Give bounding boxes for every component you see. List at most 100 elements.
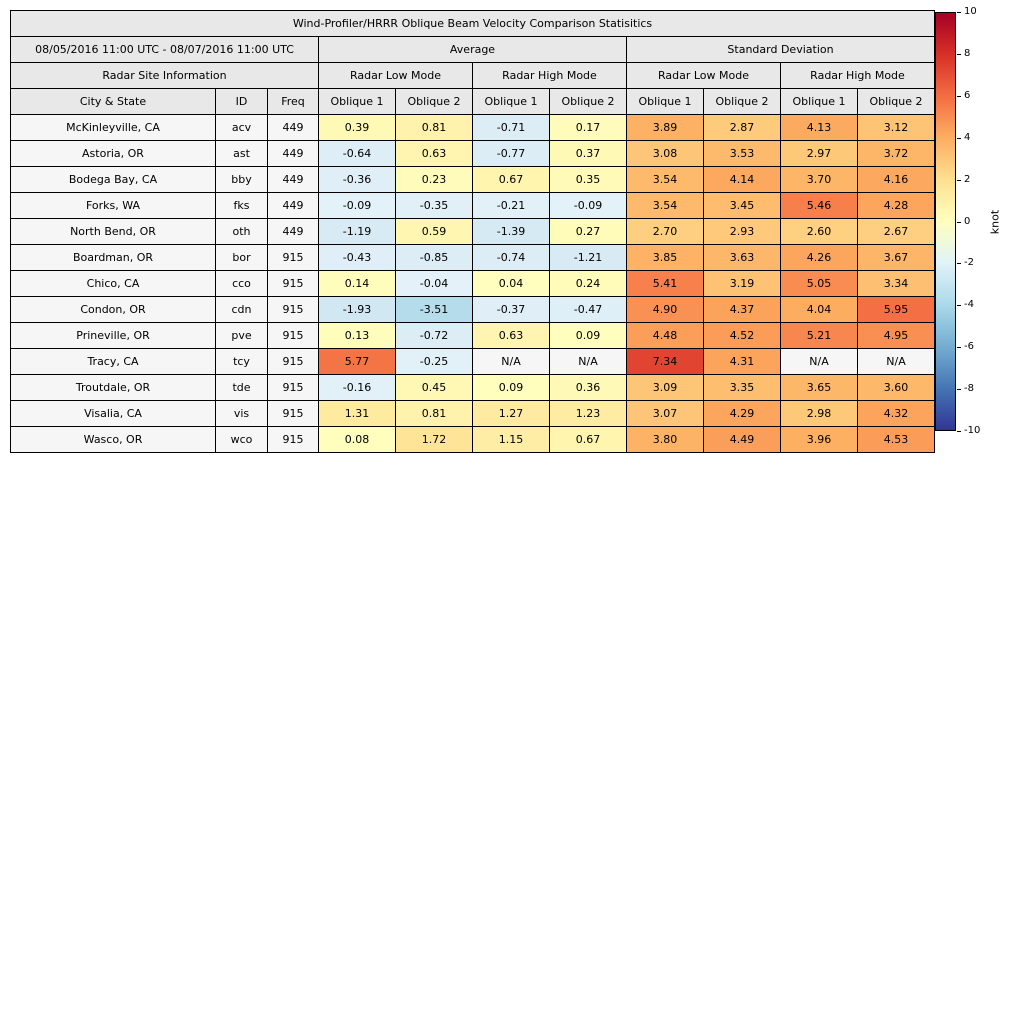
value-cell: 2.87 [703, 114, 781, 141]
column-header: ID [215, 88, 268, 115]
site-id-cell: cco [215, 270, 268, 297]
value-cell: 3.54 [626, 192, 704, 219]
mode-header-low-std: Radar Low Mode [626, 62, 781, 89]
value-cell: 4.13 [780, 114, 858, 141]
value-cell: 3.60 [857, 374, 935, 401]
value-cell: 5.46 [780, 192, 858, 219]
table-row: Bodega Bay, CA bby 449 -0.36 0.23 0.67 0.35 3.5… [10, 166, 935, 193]
value-cell: 5.05 [780, 270, 858, 297]
value-cell: 4.28 [857, 192, 935, 219]
column-header: Oblique 2 [857, 88, 935, 115]
value-cell: 4.31 [703, 348, 781, 375]
site-id-cell: wco [215, 426, 268, 453]
table-row: Wasco, OR wco 915 0.08 1.72 1.15 0.67 3.80 4.49 3… [10, 426, 935, 453]
title-row: Wind-Profiler/HRRR Oblique Beam Velocity… [10, 10, 935, 37]
freq-cell: 915 [267, 374, 319, 401]
value-cell: N/A [472, 348, 550, 375]
value-cell: -0.47 [549, 296, 627, 323]
value-cell: -0.37 [472, 296, 550, 323]
value-cell: N/A [780, 348, 858, 375]
city-state-cell: Visalia, CA [10, 400, 216, 427]
mode-header-high-avg: Radar High Mode [472, 62, 627, 89]
value-cell: 4.52 [703, 322, 781, 349]
colorbar-tick-label: 6 [957, 90, 970, 101]
value-cell: 4.14 [703, 166, 781, 193]
value-cell: -0.25 [395, 348, 473, 375]
value-cell: 4.49 [703, 426, 781, 453]
value-cell: -0.21 [472, 192, 550, 219]
value-cell: 0.23 [395, 166, 473, 193]
value-cell: 3.96 [780, 426, 858, 453]
colorbar-tick-label: -2 [957, 258, 974, 268]
city-state-cell: Prineville, OR [10, 322, 216, 349]
colorbar-tick-label: -4 [957, 300, 974, 310]
value-cell: -0.09 [549, 192, 627, 219]
value-cell: 1.72 [395, 426, 473, 453]
city-state-cell: Astoria, OR [10, 140, 216, 167]
value-cell: 4.48 [626, 322, 704, 349]
value-cell: 1.27 [472, 400, 550, 427]
column-header: Oblique 1 [472, 88, 550, 115]
value-cell: 0.36 [549, 374, 627, 401]
value-cell: 0.63 [472, 322, 550, 349]
mode-header-high-std: Radar High Mode [780, 62, 935, 89]
value-cell: 3.34 [857, 270, 935, 297]
value-cell: 0.45 [395, 374, 473, 401]
table-row: Troutdale, OR tde 915 -0.16 0.45 0.09 0.36 3.09… [10, 374, 935, 401]
site-id-cell: pve [215, 322, 268, 349]
value-cell: -1.19 [318, 218, 396, 245]
value-cell: 5.95 [857, 296, 935, 323]
value-cell: 0.09 [549, 322, 627, 349]
freq-cell: 915 [267, 426, 319, 453]
city-state-cell: McKinleyville, CA [10, 114, 216, 141]
value-cell: 0.67 [549, 426, 627, 453]
value-cell: 0.81 [395, 400, 473, 427]
site-id-cell: acv [215, 114, 268, 141]
mode-header-low-avg: Radar Low Mode [318, 62, 473, 89]
group-header-stddev: Standard Deviation [626, 36, 935, 63]
value-cell: 3.85 [626, 244, 704, 271]
city-state-cell: Wasco, OR [10, 426, 216, 453]
value-cell: -1.21 [549, 244, 627, 271]
table-row: Condon, OR cdn 915 -1.93 -3.51 -0.37 -0.47 4.90… [10, 296, 935, 323]
site-id-cell: oth [215, 218, 268, 245]
value-cell: 3.54 [626, 166, 704, 193]
value-cell: 2.97 [780, 140, 858, 167]
site-info-header: Radar Site Information [10, 62, 319, 89]
value-cell: -3.51 [395, 296, 473, 323]
freq-cell: 915 [267, 270, 319, 297]
value-cell: -0.72 [395, 322, 473, 349]
colorbar: 10 8 6 4 2 0 -2 -4 -6 -8 -10 knot [935, 7, 1021, 436]
value-cell: 0.17 [549, 114, 627, 141]
colorbar-ticks: 10 8 6 4 2 0 -2 -4 -6 -8 -10 [957, 7, 991, 436]
site-id-cell: vis [215, 400, 268, 427]
city-state-cell: Condon, OR [10, 296, 216, 323]
value-cell: 0.59 [395, 218, 473, 245]
table-row: Boardman, OR bor 915 -0.43 -0.85 -0.74 -1.21 3.… [10, 244, 935, 271]
value-cell: -0.74 [472, 244, 550, 271]
value-cell: 2.67 [857, 218, 935, 245]
value-cell: 2.98 [780, 400, 858, 427]
value-cell: N/A [857, 348, 935, 375]
site-id-cell: bor [215, 244, 268, 271]
value-cell: 3.53 [703, 140, 781, 167]
site-id-cell: bby [215, 166, 268, 193]
value-cell: -1.93 [318, 296, 396, 323]
value-cell: 0.27 [549, 218, 627, 245]
colorbar-tick-label: -8 [957, 384, 974, 394]
value-cell: 3.67 [857, 244, 935, 271]
value-cell: -1.39 [472, 218, 550, 245]
date-range: 08/05/2016 11:00 UTC - 08/07/2016 11:00 … [10, 36, 319, 63]
value-cell: 2.70 [626, 218, 704, 245]
value-cell: -0.09 [318, 192, 396, 219]
freq-cell: 915 [267, 348, 319, 375]
city-state-cell: Troutdale, OR [10, 374, 216, 401]
value-cell: 2.60 [780, 218, 858, 245]
value-cell: 3.35 [703, 374, 781, 401]
value-cell: -0.85 [395, 244, 473, 271]
city-state-cell: Chico, CA [10, 270, 216, 297]
value-cell: 3.09 [626, 374, 704, 401]
colorbar-tick-label: -10 [957, 426, 980, 436]
value-cell: 4.29 [703, 400, 781, 427]
city-state-cell: North Bend, OR [10, 218, 216, 245]
